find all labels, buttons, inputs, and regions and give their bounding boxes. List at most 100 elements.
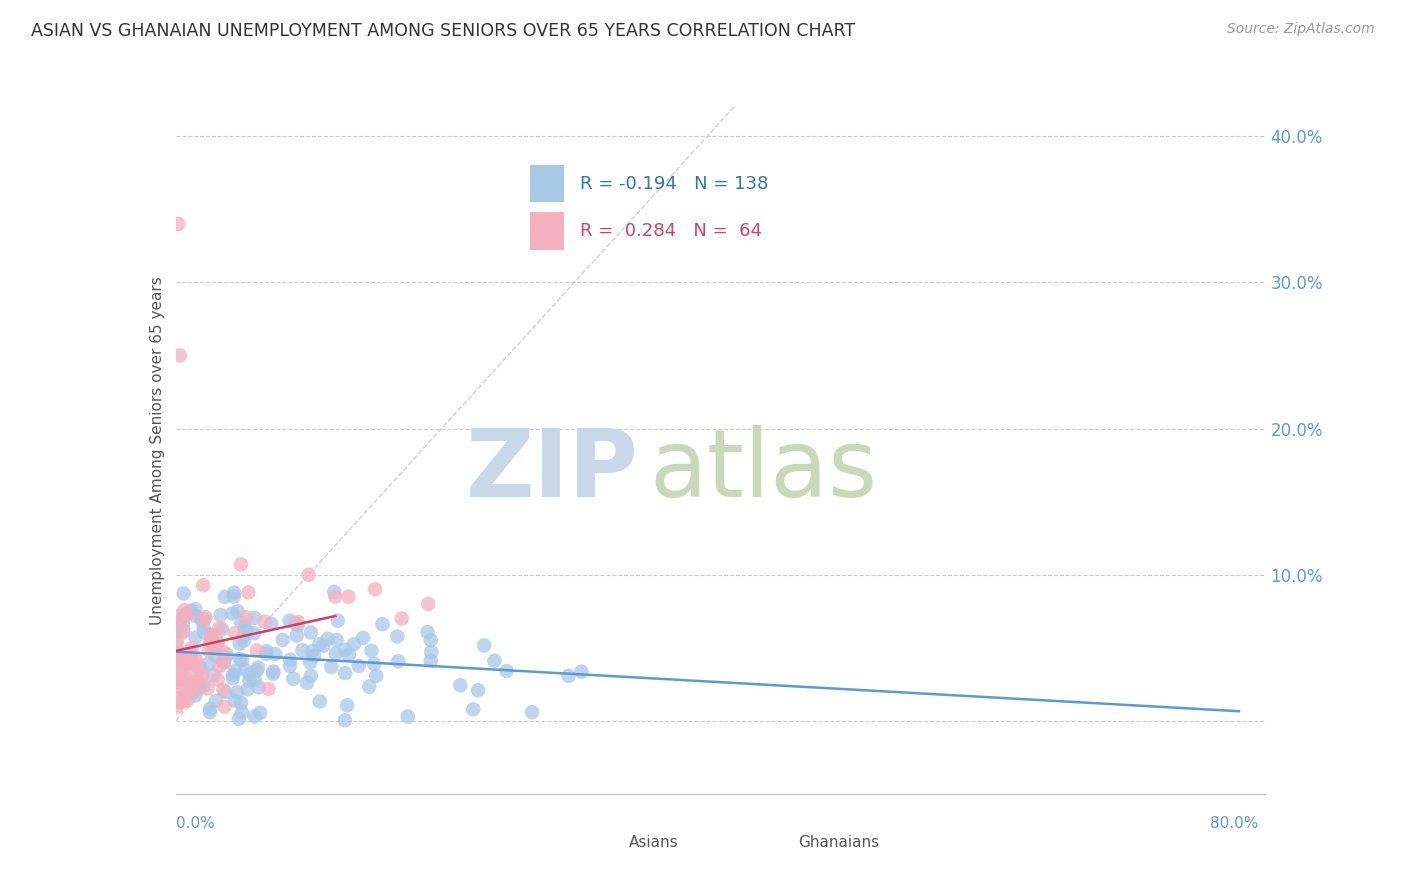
Point — [249, 706, 271, 720]
Point — [166, 633, 188, 648]
Point — [308, 637, 330, 651]
Point — [198, 705, 221, 719]
Point — [235, 623, 257, 637]
Point — [226, 685, 249, 699]
Point — [229, 558, 252, 572]
Point — [208, 659, 231, 673]
Point — [416, 625, 439, 640]
Point — [449, 678, 471, 692]
Point — [184, 675, 207, 690]
Point — [420, 645, 443, 659]
Point — [260, 616, 283, 631]
Point — [239, 667, 262, 681]
Text: ASIAN VS GHANAIAN UNEMPLOYMENT AMONG SENIORS OVER 65 YEARS CORRELATION CHART: ASIAN VS GHANAIAN UNEMPLOYMENT AMONG SEN… — [31, 22, 855, 40]
Text: Ghanaians: Ghanaians — [799, 836, 879, 850]
Point — [214, 590, 236, 604]
Point — [520, 705, 543, 719]
Point — [197, 681, 219, 696]
Point — [212, 682, 235, 697]
Point — [184, 602, 207, 616]
Point — [262, 665, 284, 679]
Point — [166, 700, 188, 714]
Point — [176, 694, 198, 708]
Point — [371, 617, 394, 632]
Point — [191, 612, 214, 626]
Point — [194, 610, 217, 624]
Text: 80.0%: 80.0% — [1211, 816, 1258, 831]
Point — [226, 604, 249, 618]
Point — [228, 637, 250, 651]
Point — [359, 680, 381, 694]
Point — [316, 632, 339, 646]
Point — [243, 673, 266, 687]
Point — [302, 648, 325, 663]
Point — [166, 636, 188, 650]
Point — [204, 640, 226, 655]
Bar — [530, 164, 564, 202]
Point — [173, 692, 195, 706]
Point — [170, 673, 193, 687]
Point — [211, 644, 233, 658]
Point — [262, 666, 284, 681]
Point — [232, 633, 254, 648]
Point — [224, 664, 246, 678]
Point — [169, 664, 191, 678]
Point — [180, 604, 202, 618]
Point — [231, 706, 253, 720]
Point — [246, 660, 269, 674]
Point — [246, 643, 269, 657]
Point — [360, 643, 382, 657]
Point — [201, 636, 224, 650]
Point — [285, 629, 308, 643]
Point — [325, 647, 347, 661]
Point — [229, 696, 252, 710]
Point — [201, 627, 224, 641]
Point — [181, 657, 204, 672]
Point — [495, 664, 517, 678]
Point — [257, 681, 280, 696]
Point — [179, 657, 201, 671]
Point — [174, 671, 197, 685]
Point — [472, 639, 495, 653]
Point — [391, 611, 413, 625]
Point — [299, 656, 322, 670]
Point — [364, 582, 387, 597]
Point — [232, 630, 254, 644]
Point — [198, 643, 221, 657]
Point — [183, 657, 205, 672]
Point — [167, 609, 190, 624]
Point — [173, 693, 195, 707]
Point — [484, 654, 506, 668]
Text: Source: ZipAtlas.com: Source: ZipAtlas.com — [1227, 22, 1375, 37]
Point — [172, 624, 194, 638]
Point — [246, 664, 269, 678]
Point — [287, 618, 309, 632]
Point — [170, 613, 193, 627]
Point — [173, 608, 195, 623]
Point — [238, 585, 260, 599]
Point — [188, 660, 211, 674]
Point — [169, 673, 191, 687]
Point — [179, 644, 201, 658]
Point — [174, 677, 197, 691]
Point — [191, 669, 214, 683]
Point — [243, 709, 266, 723]
Point — [247, 681, 270, 695]
Point — [167, 654, 190, 668]
Point — [284, 616, 307, 631]
Point — [387, 654, 409, 668]
Point — [278, 653, 301, 667]
Point — [238, 673, 260, 688]
Point — [287, 615, 309, 629]
Point — [222, 590, 245, 604]
Point — [333, 713, 356, 727]
Point — [366, 669, 388, 683]
Point — [172, 625, 194, 640]
Point — [169, 690, 191, 704]
Point — [169, 653, 191, 667]
Point — [323, 585, 346, 599]
Point — [233, 663, 256, 677]
Point — [167, 681, 190, 695]
Point — [231, 615, 253, 630]
Point — [291, 643, 314, 657]
